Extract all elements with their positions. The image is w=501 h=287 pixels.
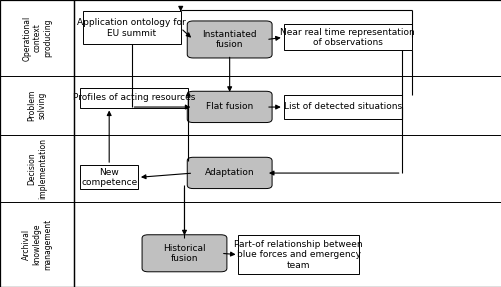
Text: Instantiated
fusion: Instantiated fusion (202, 30, 257, 49)
Bar (283, 95, 401, 119)
Text: New
competence: New competence (81, 168, 137, 187)
Text: Profiles of acting resources: Profiles of acting resources (73, 93, 195, 102)
Text: Application ontology for
EU summit: Application ontology for EU summit (77, 18, 186, 38)
Text: Part-of relationship between
blue forces and emergency
team: Part-of relationship between blue forces… (234, 240, 362, 269)
Bar (238, 235, 358, 274)
Text: Historical
fusion: Historical fusion (163, 244, 205, 263)
Text: Flat fusion: Flat fusion (205, 102, 253, 111)
FancyBboxPatch shape (187, 91, 272, 123)
Text: Problem
solving: Problem solving (28, 90, 47, 121)
Bar (74, 0, 501, 287)
Bar (283, 24, 411, 50)
Text: Archival
knowledge
management: Archival knowledge management (22, 219, 52, 270)
FancyBboxPatch shape (142, 235, 226, 272)
Bar (80, 88, 188, 108)
Text: Near real time representation
of observations: Near real time representation of observa… (280, 28, 414, 47)
Bar (80, 165, 138, 189)
Bar (83, 11, 180, 44)
Text: Decision
implementation: Decision implementation (28, 138, 47, 199)
Text: List of detected situations: List of detected situations (283, 102, 401, 111)
Bar (0, 0, 74, 287)
Text: Adaptation: Adaptation (204, 168, 254, 177)
FancyBboxPatch shape (187, 157, 272, 189)
Text: Operational
context
producing: Operational context producing (22, 15, 52, 61)
FancyBboxPatch shape (187, 21, 272, 58)
